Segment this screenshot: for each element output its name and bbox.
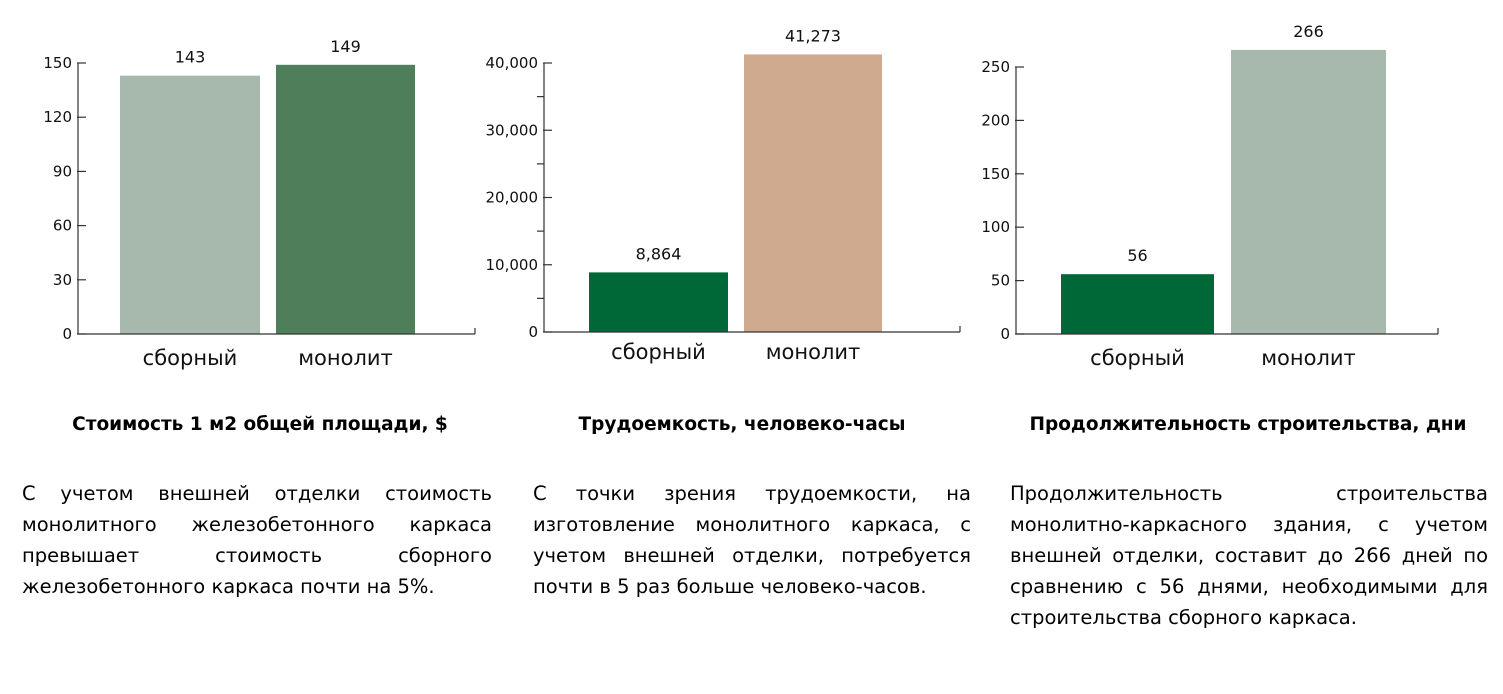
bar-prefab <box>120 75 260 334</box>
y-tick-label: 100 <box>981 218 1010 236</box>
bar-prefab <box>1061 274 1214 334</box>
chart-description: С учетом внешней отделки стоимость монол… <box>22 482 492 598</box>
y-tick-label: 30,000 <box>486 121 539 139</box>
y-tick-label: 150 <box>981 165 1010 183</box>
y-tick-label: 30 <box>53 271 72 289</box>
bar-prefab <box>589 272 728 332</box>
chart-cost: 0 30 60 90 120 150 143 149 сборный монолит <box>43 37 476 370</box>
chart-panel-labor: 0 10,000 20,000 30,000 40,000 8,864 41,273 сбор… <box>486 0 987 694</box>
y-tick-label: 0 <box>62 325 72 343</box>
category-label: сборный <box>1090 346 1185 370</box>
category-label: сборный <box>611 340 706 364</box>
chart-title: Трудоемкость, человеко-часы <box>578 414 906 435</box>
y-tick-label: 250 <box>981 58 1010 76</box>
y-tick-label: 90 <box>53 162 72 180</box>
chart-title: Стоимость 1 м2 общей площади, $ <box>72 414 448 435</box>
bar-monolith <box>1231 49 1386 335</box>
y-tick-label: 0 <box>1000 325 1010 343</box>
category-label: монолит <box>298 346 393 370</box>
chart-duration: 0 50 100 150 200 250 56 266 сборный монолит <box>981 22 1439 370</box>
y-tick-label: 120 <box>43 108 72 126</box>
y-tick-label: 60 <box>53 217 72 235</box>
bar-value-label: 266 <box>1293 22 1324 41</box>
chart-description: С точки зрения трудоемкости, на изготовл… <box>533 482 971 598</box>
category-label: монолит <box>1261 346 1356 370</box>
y-tick-label: 50 <box>991 272 1010 290</box>
y-tick-label: 20,000 <box>486 189 539 207</box>
chart-labor: 0 10,000 20,000 30,000 40,000 8,864 41,273 сбор… <box>486 26 961 364</box>
y-tick-label: 10,000 <box>486 256 539 274</box>
bar-monolith <box>276 64 415 334</box>
bar-value-label: 41,273 <box>785 26 841 45</box>
bar-monolith <box>744 54 882 332</box>
bar-value-label: 143 <box>175 48 206 67</box>
y-tick-label: 200 <box>981 111 1010 129</box>
chart-panel-duration: 0 50 100 150 200 250 56 266 сборный монолит Продо… <box>981 0 1493 694</box>
bar-value-label: 8,864 <box>636 244 682 263</box>
chart-panel-cost: 0 30 60 90 120 150 143 149 сборный монолит Стоимо… <box>15 0 505 694</box>
category-label: сборный <box>143 346 238 370</box>
y-tick-label: 40,000 <box>486 54 539 72</box>
bar-value-label: 56 <box>1127 246 1147 265</box>
y-tick-label: 0 <box>528 323 538 341</box>
bar-value-label: 149 <box>330 37 361 56</box>
chart-title: Продолжительность строительства, дни <box>1029 414 1467 435</box>
chart-description: Продолжительность строительства монолитн… <box>1010 482 1488 629</box>
y-tick-label: 150 <box>43 54 72 72</box>
category-label: монолит <box>766 340 861 364</box>
